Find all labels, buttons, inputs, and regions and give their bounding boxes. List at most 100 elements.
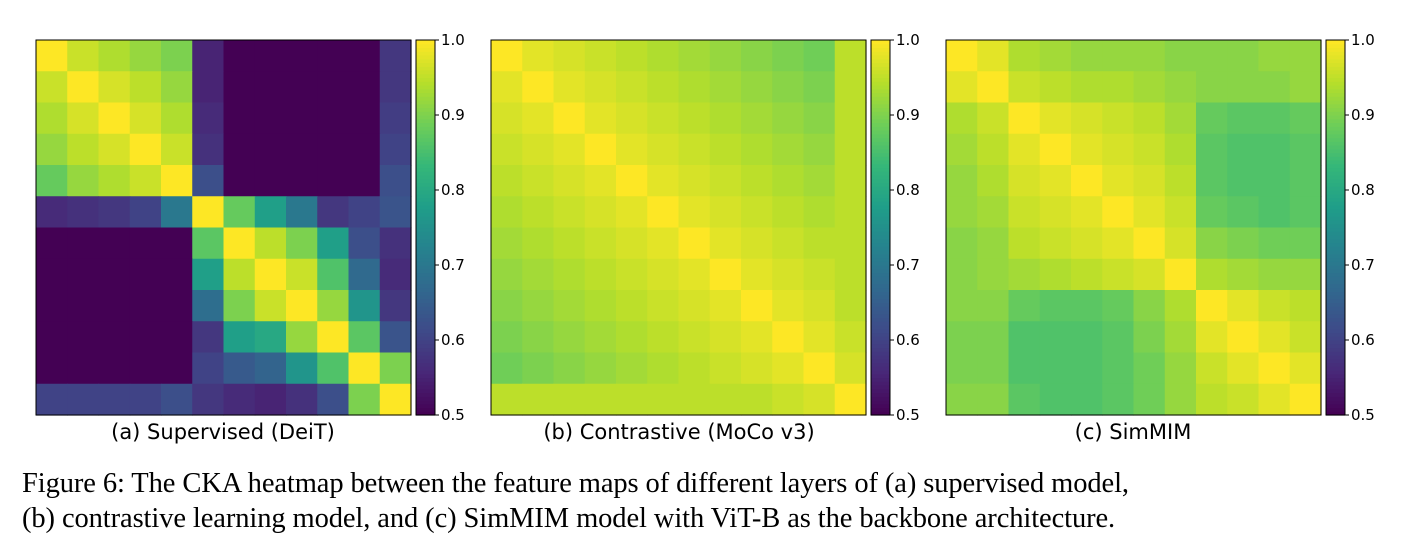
heatmap-cell xyxy=(491,290,523,322)
heatmap-cell xyxy=(317,383,350,416)
heatmap-cell xyxy=(317,352,350,385)
heatmap-cell xyxy=(192,321,225,354)
heatmap-cell xyxy=(616,290,648,322)
colorbar-gradient-step xyxy=(416,238,435,244)
heatmap-cell xyxy=(1164,227,1197,260)
colorbar-gradient-step xyxy=(871,276,890,281)
heatmap-cell xyxy=(379,40,412,72)
colorbar-gradient-step xyxy=(871,85,890,90)
colorbar-gradient-step xyxy=(1326,355,1345,360)
heatmap-cell xyxy=(1227,133,1260,166)
heatmap-cell xyxy=(379,165,412,197)
heatmap-cell xyxy=(1196,321,1228,354)
heatmap-cell xyxy=(1227,102,1260,135)
heatmap-cell xyxy=(803,71,836,104)
heatmap-cell xyxy=(678,227,711,260)
colorbar-gradient-step xyxy=(871,148,890,154)
heatmap-cell xyxy=(616,258,648,291)
heatmap-cell xyxy=(129,352,162,385)
colorbar-gradient-step xyxy=(1326,287,1345,292)
heatmap-cell xyxy=(616,227,648,260)
colorbar-gradient-step xyxy=(416,43,435,49)
colorbar-gradient-step xyxy=(1326,257,1345,262)
colorbar-gradient-step xyxy=(871,55,890,60)
heatmap-cell xyxy=(647,258,680,291)
heatmap-cell xyxy=(741,133,773,166)
colorbar-gradient-step xyxy=(871,403,890,409)
heatmap-cell xyxy=(98,258,131,291)
heatmap-cell xyxy=(553,290,586,322)
heatmap-cell xyxy=(223,165,256,197)
colorbar-tick-label: 0.6 xyxy=(441,331,465,349)
heatmap-cell xyxy=(977,71,1010,104)
heatmap-cell xyxy=(741,40,773,72)
heatmap-cell xyxy=(678,71,711,104)
heatmap-cell xyxy=(772,290,805,322)
colorbar-gradient-step xyxy=(1326,317,1345,322)
heatmap-cell xyxy=(379,352,412,385)
heatmap-cell xyxy=(741,102,773,135)
heatmap-cell xyxy=(192,352,225,385)
colorbar-gradient-step xyxy=(416,133,435,139)
colorbar-gradient-step xyxy=(416,250,435,255)
colorbar-gradient-step xyxy=(871,411,890,416)
colorbar-gradient-step xyxy=(1326,310,1345,315)
heatmap-cell xyxy=(709,321,742,354)
colorbar-gradient-step xyxy=(871,235,890,240)
colorbar-gradient-step xyxy=(416,111,435,116)
colorbar-gradient-step xyxy=(1326,171,1345,176)
heatmap-cell xyxy=(803,165,836,197)
heatmap-cell xyxy=(1008,227,1041,260)
heatmap-cell xyxy=(803,196,836,229)
colorbar-gradient-step xyxy=(416,276,435,281)
colorbar-gradient-step xyxy=(416,175,435,180)
colorbar-gradient-step xyxy=(1326,118,1345,124)
heatmap-frame xyxy=(490,39,867,416)
colorbar-tick-label: 0.5 xyxy=(1351,406,1375,424)
colorbar-gradient-step xyxy=(416,51,435,56)
heatmap-cell xyxy=(98,383,131,416)
colorbar-gradient-step xyxy=(871,388,890,394)
heatmap-panel-1: 0.5 0.6 0.7 0.8 0.9 1.0 (a) Supervised (DeiT) xyxy=(35,31,465,444)
heatmap-cell xyxy=(192,290,225,322)
colorbar-gradient-step xyxy=(1326,295,1345,300)
colorbar-gradient-step xyxy=(1326,343,1345,349)
colorbar-gradient-step xyxy=(1326,130,1345,135)
heatmap-cell xyxy=(348,165,381,197)
heatmap-cell xyxy=(803,290,836,322)
heatmap-cell xyxy=(491,227,523,260)
heatmap-cell xyxy=(946,165,978,197)
heatmap-cell xyxy=(678,290,711,322)
heatmap-cell xyxy=(491,102,523,135)
colorbar-gradient-step xyxy=(416,280,435,285)
heatmap-cell xyxy=(709,133,742,166)
heatmap-cell xyxy=(286,290,318,322)
colorbar-tick-label: 0.5 xyxy=(441,406,465,424)
heatmap-cell xyxy=(1258,227,1291,260)
heatmap-cell xyxy=(1196,133,1228,166)
colorbar-tick-label: 0.9 xyxy=(1351,106,1375,124)
colorbar-gradient-step xyxy=(1326,298,1345,304)
colorbar-gradient-step xyxy=(1326,366,1345,371)
heatmap-cell xyxy=(223,102,256,135)
heatmap-cell xyxy=(616,352,648,385)
heatmap-cell xyxy=(379,258,412,291)
heatmap-cell xyxy=(1258,383,1291,416)
heatmap-cell xyxy=(1039,352,1072,385)
colorbar-gradient-step xyxy=(871,295,890,300)
heatmap-cell xyxy=(946,321,978,354)
heatmap-cell xyxy=(286,196,318,229)
colorbar-gradient-step xyxy=(416,242,435,247)
heatmap-cell xyxy=(1133,165,1166,197)
heatmap-cell xyxy=(98,196,131,229)
colorbar-gradient-step xyxy=(416,137,435,142)
heatmap-cell xyxy=(1071,321,1103,354)
colorbar-frame xyxy=(415,39,436,416)
heatmap-cell xyxy=(522,227,555,260)
heatmap-cell xyxy=(1071,227,1103,260)
colorbar-gradient-step xyxy=(416,126,435,131)
heatmap-cell xyxy=(946,352,978,385)
panel-title: (b) Contrastive (MoCo v3) xyxy=(543,420,814,444)
heatmap-cell xyxy=(584,165,617,197)
